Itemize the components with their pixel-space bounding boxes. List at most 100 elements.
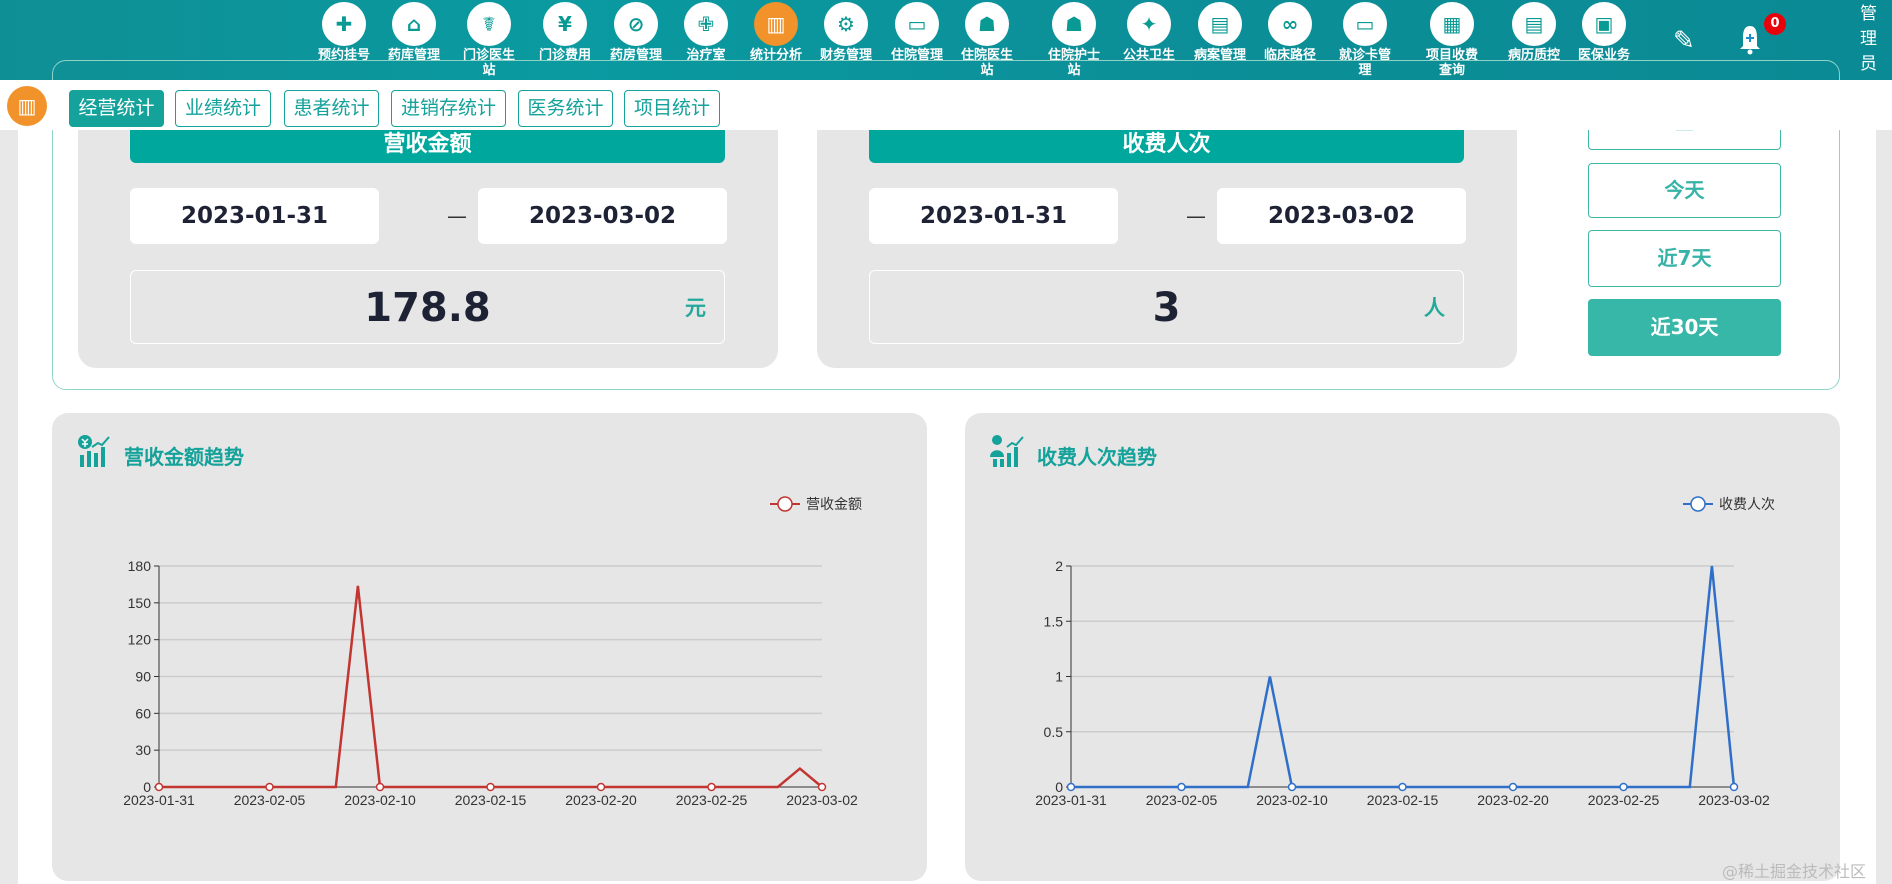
revenue-trend-panel: 营收金额趋势 0 30 60 90 120 150 180 2023-01-31 2023-02…	[52, 413, 927, 881]
nav-label: 住院医生站	[961, 48, 1014, 78]
revenue-value-box: 178.8 元	[130, 270, 725, 344]
visits-end-date[interactable]: 2023-03-02	[1217, 188, 1466, 244]
nav-label: 门诊费用	[539, 48, 592, 63]
medical-record-icon: ▤	[1198, 2, 1242, 46]
nav-label: 住院管理	[891, 48, 944, 63]
y-tick-label: 0.5	[1044, 724, 1064, 740]
path-icon: ∞	[1268, 2, 1312, 46]
y-tick-label: 150	[128, 595, 152, 611]
x-tick-label: 2023-03-02	[1698, 792, 1770, 808]
record-quality-icon: ▤	[1512, 2, 1556, 46]
data-point	[1619, 782, 1628, 792]
bell-icon[interactable]	[1738, 24, 1762, 56]
tab-item-stats[interactable]: 项目统计	[624, 90, 720, 127]
data-point	[1508, 782, 1518, 792]
data-point	[1398, 782, 1407, 792]
top-nav-bar: ✚ 预约挂号 ⌂ 药库管理 ☤ 门诊医生站 ¥ 门诊费用 ⊘ 药房管理 ✙ 治疗室 ▥ 统计分析 ⚙ 财务管理…	[0, 0, 1892, 80]
visits-start-date[interactable]: 2023-01-31	[869, 188, 1118, 244]
nav-item-17[interactable]: ▣ 医保业务	[1569, 0, 1639, 63]
revenue-end-date[interactable]: 2023-03-02	[478, 188, 727, 244]
right-scrollbar[interactable]	[1876, 130, 1892, 884]
revenue-chart-icon	[78, 435, 110, 467]
x-tick-label: 2023-02-05	[234, 792, 306, 808]
x-tick-label: 2023-02-15	[1367, 792, 1439, 808]
legend-label: 收费人次	[1719, 497, 1775, 513]
today-button[interactable]: 今天	[1588, 163, 1781, 218]
y-tick-label: 180	[128, 558, 152, 574]
legend-marker	[1690, 496, 1706, 512]
x-tick-label: 2023-01-31	[123, 792, 195, 808]
visits-chart-icon	[990, 435, 1024, 467]
legend-label: 营收金额	[806, 497, 862, 513]
nav-item-12[interactable]: ▤ 病案管理	[1185, 0, 1255, 63]
nav-label: 药房管理	[610, 48, 663, 63]
nurse-icon: ✙	[684, 2, 728, 46]
data-point	[596, 782, 606, 792]
user-name[interactable]: 管理员	[1860, 4, 1877, 74]
nav-item-6[interactable]: ▥ 统计分析	[741, 0, 811, 63]
data-point	[265, 782, 274, 792]
nav-label: 就诊卡管理	[1339, 48, 1392, 78]
nav-item-13[interactable]: ∞ 临床路径	[1255, 0, 1325, 63]
last-30-days-button[interactable]: 近30天	[1588, 299, 1781, 356]
revenue-line-chart: 0 30 60 90 120 150 180 2023-01-31 2023-02-05 2023…	[123, 496, 862, 808]
nav-item-5[interactable]: ✙ 治疗室	[671, 0, 741, 63]
nav-item-16[interactable]: ▤ 病历质控	[1499, 0, 1569, 63]
nav-label: 门诊医生站	[463, 48, 516, 78]
y-tick-label: 1.5	[1044, 613, 1064, 629]
nav-item-10[interactable]: ☗ 住院护士站	[1039, 0, 1109, 78]
nav-item-11[interactable]: ✦ 公共卫生	[1114, 0, 1184, 63]
legend-marker	[777, 496, 793, 512]
pencil-icon[interactable]: ✎	[1673, 26, 1695, 56]
nav-item-4[interactable]: ⊘ 药房管理	[601, 0, 671, 63]
data-point	[486, 782, 495, 792]
nav-item-1[interactable]: ⌂ 药库管理	[379, 0, 449, 63]
x-tick-label: 2023-02-15	[455, 792, 527, 808]
nav-item-3[interactable]: ¥ 门诊费用	[530, 0, 600, 63]
last-7-days-button[interactable]: 近7天	[1588, 230, 1781, 287]
pill-icon: ⊘	[614, 2, 658, 46]
y-tick-label: 2	[1055, 558, 1063, 574]
revenue-value: 178.8	[364, 285, 491, 331]
nav-item-14[interactable]: ▭ 就诊卡管理	[1330, 0, 1400, 78]
tab-inventory-stats[interactable]: 进销存统计	[391, 90, 506, 127]
nav-label: 药库管理	[388, 48, 441, 63]
tab-performance-stats[interactable]: 业绩统计	[175, 90, 271, 127]
left-gutter	[0, 130, 18, 884]
nav-item-15[interactable]: ▦ 项目收费查询	[1417, 0, 1487, 78]
data-point	[154, 782, 164, 792]
y-tick-label: 90	[135, 669, 151, 685]
x-tick-label: 2023-02-10	[1256, 792, 1328, 808]
nav-label: 预约挂号	[318, 48, 371, 63]
revenue-start-date[interactable]: 2023-01-31	[130, 188, 379, 244]
data-point	[1066, 782, 1076, 792]
y-tick-label: 60	[135, 705, 151, 721]
nav-label: 治疗室	[686, 48, 726, 63]
card-icon: ▭	[1343, 2, 1387, 46]
nav-label: 临床路径	[1264, 48, 1317, 63]
date-separator: —	[1186, 204, 1206, 228]
x-tick-label: 2023-02-20	[565, 792, 637, 808]
x-tick-label: 2023-01-31	[1035, 792, 1107, 808]
tab-medical-stats[interactable]: 医务统计	[518, 90, 613, 127]
nav-item-2[interactable]: ☤ 门诊医生站	[454, 0, 524, 78]
tab-patient-stats[interactable]: 患者统计	[284, 90, 379, 127]
nav-item-7[interactable]: ⚙ 财务管理	[811, 0, 881, 63]
tab-business-stats[interactable]: 经营统计	[69, 90, 164, 127]
notification-badge: 0	[1764, 13, 1786, 35]
finance-gear-icon: ⚙	[824, 2, 868, 46]
series-line	[159, 585, 823, 789]
visits-trend-panel: 收费人次趋势 0 0.5 1 1.5 2 2023-01-31 2023-02-05 2023…	[965, 413, 1840, 881]
doctor-icon: ☤	[467, 2, 511, 46]
x-tick-label: 2023-02-25	[676, 792, 748, 808]
watermark: @稀土掘金技术社区	[1722, 862, 1867, 881]
revenue-chart-title: 营收金额趋势	[124, 445, 244, 469]
nav-item-9[interactable]: ☗ 住院医生站	[952, 0, 1022, 78]
data-point	[1287, 782, 1297, 792]
visits-value-box: 3 人	[869, 270, 1464, 344]
x-tick-label: 2023-02-25	[1588, 792, 1660, 808]
nav-item-8[interactable]: ▭ 住院管理	[882, 0, 952, 63]
nav-item-0[interactable]: ✚ 预约挂号	[309, 0, 379, 63]
yen-icon: ¥	[543, 2, 587, 46]
insurance-card-icon: ▣	[1582, 2, 1626, 46]
